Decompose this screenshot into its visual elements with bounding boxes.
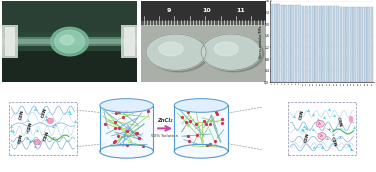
Bar — [305, 6, 308, 82]
Ellipse shape — [51, 27, 89, 56]
Bar — [274, 4, 277, 82]
Ellipse shape — [204, 36, 264, 72]
Bar — [312, 6, 315, 82]
Bar — [343, 7, 346, 82]
Ellipse shape — [47, 118, 54, 123]
Ellipse shape — [149, 36, 209, 72]
Bar — [277, 4, 280, 82]
Bar — [2, 32, 138, 51]
Bar — [141, 1, 266, 25]
Bar — [347, 7, 349, 82]
Text: ZnCl₂: ZnCl₂ — [157, 118, 173, 123]
Text: Zn: Zn — [318, 122, 322, 126]
Text: 50% Solution: 50% Solution — [152, 134, 179, 138]
Bar — [284, 5, 287, 82]
Polygon shape — [174, 99, 228, 158]
Bar — [2, 1, 138, 42]
Bar — [141, 21, 266, 25]
Polygon shape — [100, 99, 153, 158]
Bar — [309, 6, 311, 82]
Bar — [340, 7, 343, 82]
Ellipse shape — [100, 99, 153, 112]
Ellipse shape — [316, 120, 324, 127]
Bar — [141, 25, 266, 82]
Text: C≡N: C≡N — [336, 117, 342, 128]
Bar — [357, 7, 359, 82]
Bar — [291, 5, 294, 82]
Text: +: + — [326, 127, 331, 132]
Ellipse shape — [318, 133, 326, 139]
Ellipse shape — [55, 30, 85, 53]
Ellipse shape — [349, 116, 353, 123]
Bar — [124, 27, 135, 56]
Text: C≡N: C≡N — [41, 108, 48, 119]
Bar — [271, 4, 273, 82]
Bar — [350, 7, 353, 82]
Bar — [364, 7, 367, 82]
Text: 11: 11 — [237, 8, 246, 13]
Text: C≡N: C≡N — [330, 137, 337, 148]
Bar — [281, 5, 284, 82]
Ellipse shape — [201, 34, 261, 70]
Bar — [371, 7, 373, 82]
Bar — [333, 6, 335, 82]
Ellipse shape — [34, 139, 41, 145]
Bar — [322, 6, 325, 82]
Bar — [295, 5, 297, 82]
Bar — [315, 6, 318, 82]
Ellipse shape — [146, 34, 206, 70]
Bar — [2, 25, 18, 58]
Text: C≡N: C≡N — [43, 130, 50, 142]
X-axis label: Cycle numbers: Cycle numbers — [309, 86, 335, 90]
Bar — [5, 27, 15, 56]
Text: C≡N: C≡N — [304, 132, 311, 143]
Bar — [298, 5, 301, 82]
Text: 9: 9 — [167, 8, 171, 13]
Text: Zn: Zn — [320, 134, 324, 138]
Bar — [288, 5, 291, 82]
Text: C≡N: C≡N — [17, 133, 24, 145]
Y-axis label: Stress modulus/MPa: Stress modulus/MPa — [259, 25, 263, 58]
Bar — [121, 25, 138, 58]
Bar — [326, 6, 329, 82]
Bar — [336, 6, 339, 82]
Text: 10: 10 — [202, 8, 211, 13]
Bar — [302, 6, 305, 82]
Bar — [329, 6, 332, 82]
Bar — [353, 7, 356, 82]
Ellipse shape — [214, 42, 238, 56]
Bar — [319, 6, 321, 82]
Text: C≡N: C≡N — [19, 109, 26, 120]
Text: C≡N: C≡N — [26, 121, 33, 132]
Ellipse shape — [60, 35, 74, 45]
Bar — [2, 37, 138, 46]
Bar — [2, 39, 138, 44]
Text: C≡N: C≡N — [299, 109, 305, 120]
Bar — [360, 7, 363, 82]
Bar — [367, 7, 370, 82]
Ellipse shape — [174, 99, 228, 112]
Ellipse shape — [159, 42, 183, 56]
